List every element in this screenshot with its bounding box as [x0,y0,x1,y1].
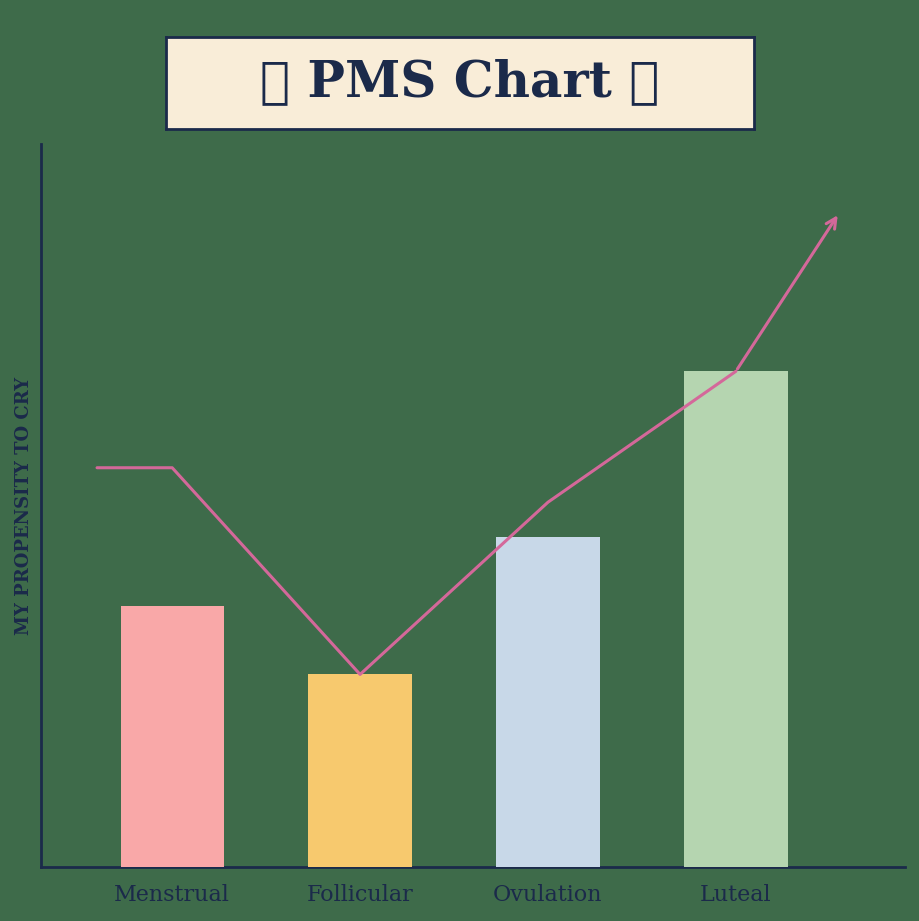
Bar [495,537,599,868]
Bar [684,371,787,868]
Y-axis label: MY PROPENSITY TO CRY: MY PROPENSITY TO CRY [15,377,33,635]
Bar [120,605,223,868]
Text: ✱ PMS Chart ✱: ✱ PMS Chart ✱ [260,58,659,108]
Bar [308,674,412,868]
